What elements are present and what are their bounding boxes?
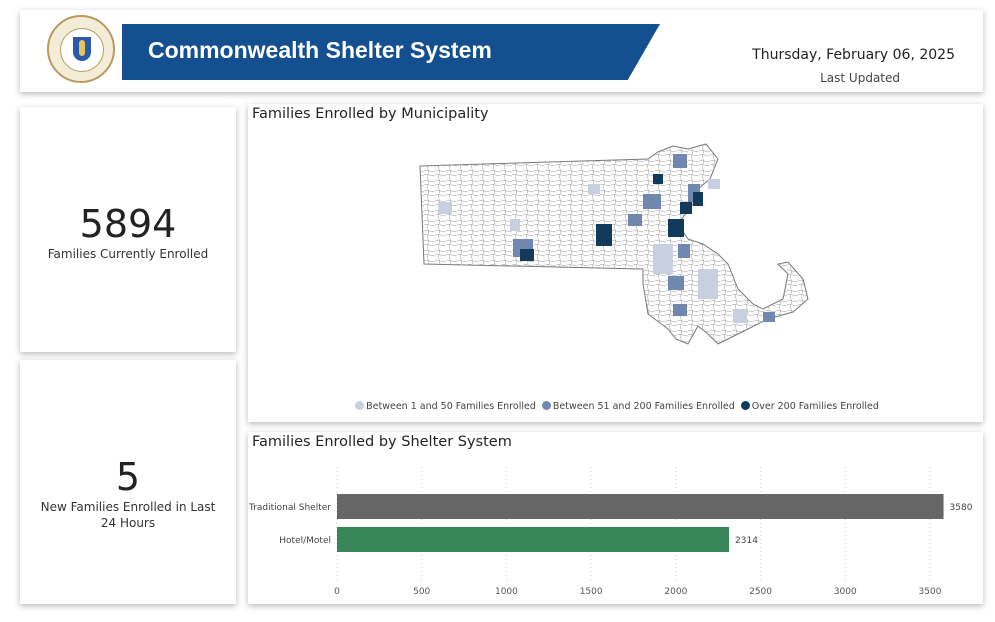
kpi-families-enrolled: 5894 Families Currently Enrolled [20, 107, 236, 352]
x-tick-label: 3500 [919, 587, 942, 597]
x-tick-label: 3000 [834, 587, 857, 597]
x-tick-label: 0 [334, 587, 340, 597]
data-label: 3580 [950, 503, 973, 513]
category-label: Traditional Shelter [248, 503, 331, 513]
legend-dot-dark [740, 401, 750, 410]
x-tick-label: 1000 [495, 587, 518, 597]
map-title: Families Enrolled by Municipality [252, 106, 489, 122]
x-tick-label: 2500 [749, 587, 772, 597]
shelter-system-chart-card: Families Enrolled by Shelter System 0 500… [248, 432, 983, 604]
legend-label: Over 200 Families Enrolled [751, 401, 879, 412]
legend-label: Between 1 and 50 Families Enrolled [366, 401, 536, 412]
kpi-value: 5 [115, 455, 141, 499]
legend-label: Between 51 and 200 Families Enrolled [552, 401, 735, 412]
title-banner: Commonwealth Shelter System [122, 24, 660, 80]
last-updated-label: Last Updated [820, 71, 900, 85]
report-date: Thursday, February 06, 2025 [752, 47, 955, 63]
massachusetts-map[interactable] [248, 104, 983, 404]
x-tick-label: 1500 [580, 587, 603, 597]
data-label: 2314 [735, 536, 758, 546]
kpi-value: 5894 [79, 202, 177, 246]
x-tick-label: 2000 [664, 587, 687, 597]
bar-traditional-shelter [337, 494, 944, 519]
state-seal-logo [47, 15, 115, 83]
municipality-map-card: Families Enrolled by Municipality [248, 104, 983, 422]
bar-hotel-motel [337, 527, 730, 552]
header: Commonwealth Shelter System Thursday, Fe… [20, 10, 983, 92]
bar-chart: 0 500 1000 1500 2000 2500 3000 3500 Traditional … [248, 467, 973, 597]
municipality-shapes [438, 154, 775, 323]
legend-dot-medium [541, 401, 551, 410]
legend-dot-light [355, 401, 365, 410]
kpi-label: Families Currently Enrolled [47, 247, 209, 261]
chart-title: Families Enrolled by Shelter System [252, 434, 512, 450]
page-title: Commonwealth Shelter System [148, 37, 492, 63]
x-tick-label: 500 [413, 587, 430, 597]
map-legend: Between 1 and 50 Families Enrolled Betwe… [248, 401, 983, 412]
category-label: Hotel/Motel [279, 536, 331, 546]
kpi-new-families: 5 New Families Enrolled in Last 24 Hours [20, 360, 236, 604]
kpi-label: New Families Enrolled in Last 24 Hours [40, 500, 216, 530]
